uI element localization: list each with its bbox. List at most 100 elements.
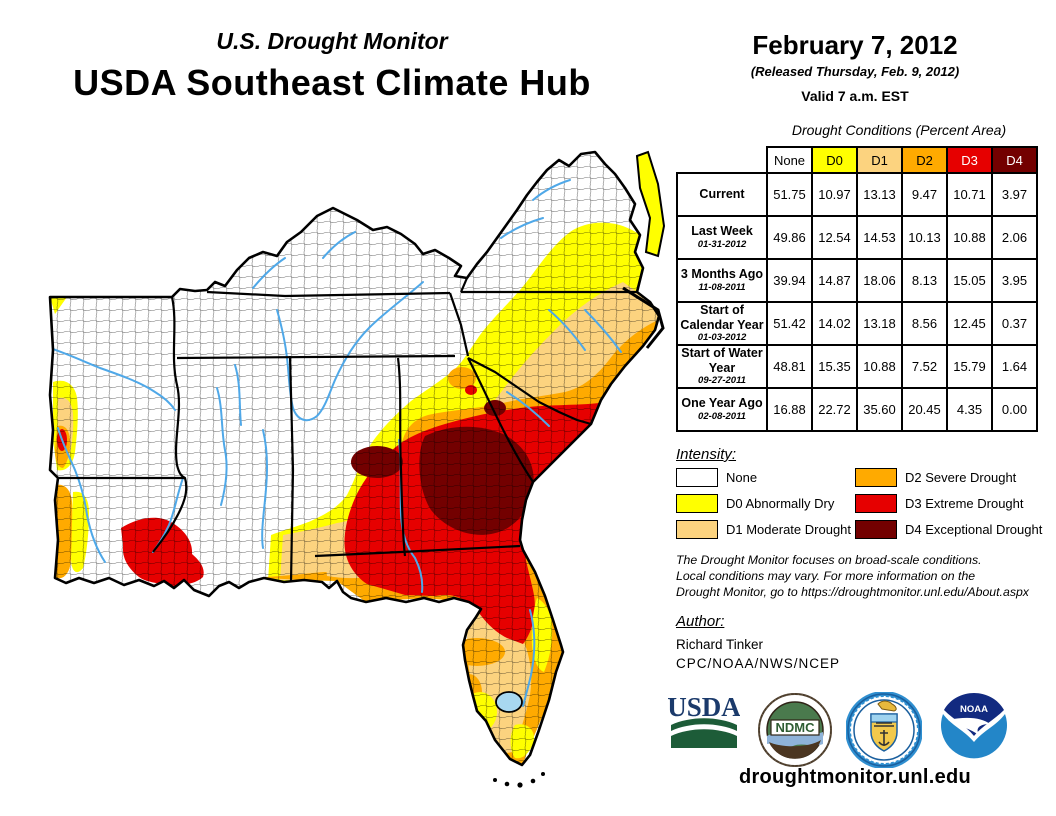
legend-item-none: None — [676, 468, 757, 487]
row-label: One Year Ago — [681, 396, 763, 411]
cell-value: 16.88 — [766, 387, 813, 432]
cell-value: 13.13 — [856, 172, 903, 217]
swatch-d1 — [676, 520, 718, 539]
legend-label: D4 Exceptional Drought — [905, 522, 1043, 537]
noaa-fan-icon — [944, 693, 1004, 736]
noaa-gull-icon — [948, 717, 990, 736]
valid-time: Valid 7 a.m. EST — [801, 88, 909, 104]
disclaimer-line: Local conditions may vary. For more info… — [676, 568, 976, 583]
cell-value: 10.13 — [901, 215, 948, 260]
swatch-d4 — [855, 520, 897, 539]
doc-ship-icon — [874, 722, 894, 727]
col-header-none: None — [766, 146, 813, 174]
row-label: 3 Months Ago — [680, 267, 764, 282]
disclaimer-line: The Drought Monitor focuses on broad-sca… — [676, 553, 982, 567]
kentucky-river — [322, 231, 356, 259]
cell-value: 48.81 — [766, 344, 813, 389]
arkansas-river — [50, 347, 176, 411]
yazoo-river — [216, 387, 228, 506]
usda-logo-text: USDA — [668, 692, 740, 722]
cell-value: 10.88 — [946, 215, 993, 260]
cell-value: 10.88 — [856, 344, 903, 389]
border-ga-sc — [467, 357, 534, 483]
cell-value: 3.97 — [991, 172, 1038, 217]
row-date: 11-08-2011 — [698, 281, 746, 293]
ndmc-logo: NDMC — [758, 693, 832, 767]
website-url: droughtmonitor.unl.edu — [738, 766, 972, 788]
noaa-logo-text: NOAA — [960, 704, 988, 715]
cell-value: 9.47 — [901, 172, 948, 217]
cell-value: 7.52 — [901, 344, 948, 389]
border-mississippi-river — [152, 296, 188, 553]
border-ms-al — [288, 355, 295, 583]
col-header-d1: D1 — [856, 146, 903, 174]
doc-anchor-icon — [878, 730, 890, 746]
delmarva-peninsula — [635, 150, 666, 258]
cell-value: 0.37 — [991, 301, 1038, 346]
cell-value: 39.94 — [766, 258, 813, 303]
row-label: Start of Calendar Year — [680, 303, 764, 332]
row-date: 09-27-2011 — [698, 374, 746, 386]
cell-value: 12.45 — [946, 301, 993, 346]
table-row: One Year Ago 02-08-2011 16.88 22.72 35.60… — [676, 387, 1038, 432]
cell-value: 14.02 — [811, 301, 858, 346]
state-borders-layer — [50, 277, 637, 583]
legend-item-d3: D3 Extreme Drought — [855, 494, 1024, 513]
cell-value: 14.53 — [856, 215, 903, 260]
disclaimer-line: Drought Monitor, go to https://droughtmo… — [676, 584, 1029, 599]
border-tn-nc — [448, 292, 470, 357]
cell-value: 12.54 — [811, 215, 858, 260]
legend-item-d1: D1 Moderate Drought — [676, 520, 851, 539]
cell-value: 15.05 — [946, 258, 993, 303]
legend-label: None — [726, 470, 758, 485]
cell-value: 0.00 — [991, 387, 1038, 432]
cell-value: 51.75 — [766, 172, 813, 217]
lake-okeechobee — [495, 691, 523, 713]
swatch-d2 — [855, 468, 897, 487]
st-johns-river — [522, 609, 536, 707]
table-row: 3 Months Ago 11-08-2011 39.94 14.87 18.06… — [676, 258, 1038, 303]
row-label: Start of Water Year — [681, 346, 763, 375]
cell-value: 8.13 — [901, 258, 948, 303]
author-org: CPC/NOAA/NWS/NCEP — [676, 656, 841, 671]
release-date: (Released Thursday, Feb. 9, 2012) — [750, 64, 960, 79]
florida-keys — [493, 772, 545, 788]
author-name: Richard Tinker — [676, 637, 764, 652]
table-row: Start of Calendar Year 01-03-2012 51.42 1… — [676, 301, 1038, 346]
noaa-logo: NOAA — [941, 693, 1007, 759]
table-row: Last Week 01-31-2012 49.86 12.54 14.53 10… — [676, 215, 1038, 260]
border-al-ga — [396, 357, 407, 557]
doc-eagle-icon — [877, 700, 897, 712]
map-date: February 7, 2012 — [752, 30, 958, 60]
cell-value: 4.35 — [946, 387, 993, 432]
doc-ring-lettering — [850, 696, 918, 764]
usda-field-icon — [671, 729, 737, 748]
tar-river — [584, 309, 622, 353]
cell-value: 3.95 — [991, 258, 1038, 303]
outer-banks — [622, 286, 665, 349]
page-title: USDA Southeast Climate Hub — [73, 62, 591, 103]
row-label: Last Week — [691, 224, 753, 239]
row-date: 01-31-2012 — [697, 238, 747, 250]
neuse-river — [548, 309, 586, 351]
cell-value: 10.71 — [946, 172, 993, 217]
noaa-sea-icon — [941, 714, 1007, 759]
coastline-outline — [48, 150, 661, 767]
cell-value: 15.79 — [946, 344, 993, 389]
row-date: 02-08-2011 — [698, 410, 746, 422]
tombigbee-river — [234, 364, 242, 426]
red-river — [57, 427, 106, 563]
border-ky-va — [459, 277, 469, 293]
cell-value: 15.35 — [811, 344, 858, 389]
potomac-river — [532, 179, 571, 201]
drought-conditions-table: None D0 D1 D2 D3 D4 Current 51.75 10.97 … — [676, 146, 1038, 432]
cell-value: 10.97 — [811, 172, 858, 217]
swatch-d3 — [855, 494, 897, 513]
doc-ring-inner — [853, 699, 915, 761]
cell-value: 49.86 — [766, 215, 813, 260]
commerce-seal-logo — [846, 692, 922, 768]
cell-value: 8.56 — [901, 301, 948, 346]
ndmc-banner — [770, 719, 820, 736]
cell-value: 22.72 — [811, 387, 858, 432]
